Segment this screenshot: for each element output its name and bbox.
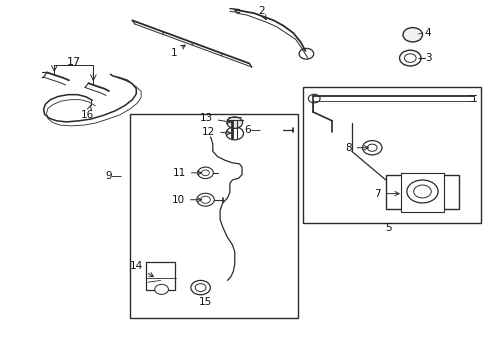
Text: 17: 17: [67, 57, 81, 67]
Text: 5: 5: [384, 224, 391, 233]
Bar: [400, 173, 444, 212]
Circle shape: [406, 180, 437, 203]
Text: 7: 7: [374, 189, 398, 199]
Text: 10: 10: [172, 195, 201, 205]
Circle shape: [404, 54, 415, 62]
Bar: [385, 175, 458, 209]
Circle shape: [201, 170, 209, 176]
Circle shape: [225, 127, 243, 140]
Circle shape: [197, 167, 213, 179]
Text: 13: 13: [199, 113, 230, 123]
Text: 15: 15: [199, 297, 212, 307]
Circle shape: [200, 196, 210, 203]
Circle shape: [299, 48, 313, 59]
Circle shape: [226, 117, 242, 129]
Circle shape: [308, 94, 320, 103]
Circle shape: [399, 50, 420, 66]
Circle shape: [362, 140, 381, 155]
Text: 2: 2: [258, 6, 265, 19]
Text: 6—: 6—: [244, 125, 261, 135]
Bar: [303, 87, 480, 223]
Text: 8: 8: [345, 143, 367, 153]
Circle shape: [269, 125, 282, 134]
Circle shape: [366, 144, 376, 151]
Text: 9—: 9—: [105, 171, 122, 181]
Circle shape: [190, 280, 210, 295]
Text: 14: 14: [129, 261, 153, 276]
Circle shape: [413, 185, 430, 198]
Circle shape: [196, 193, 214, 206]
Text: 11: 11: [172, 168, 201, 178]
Text: 16: 16: [81, 105, 94, 121]
Text: 1: 1: [170, 45, 185, 58]
Bar: [146, 262, 175, 291]
Circle shape: [155, 284, 168, 294]
Text: 12: 12: [202, 127, 230, 136]
Circle shape: [402, 28, 422, 42]
Bar: [130, 114, 298, 318]
Text: 3: 3: [424, 53, 430, 63]
Text: 4: 4: [424, 28, 430, 38]
Circle shape: [195, 284, 205, 292]
